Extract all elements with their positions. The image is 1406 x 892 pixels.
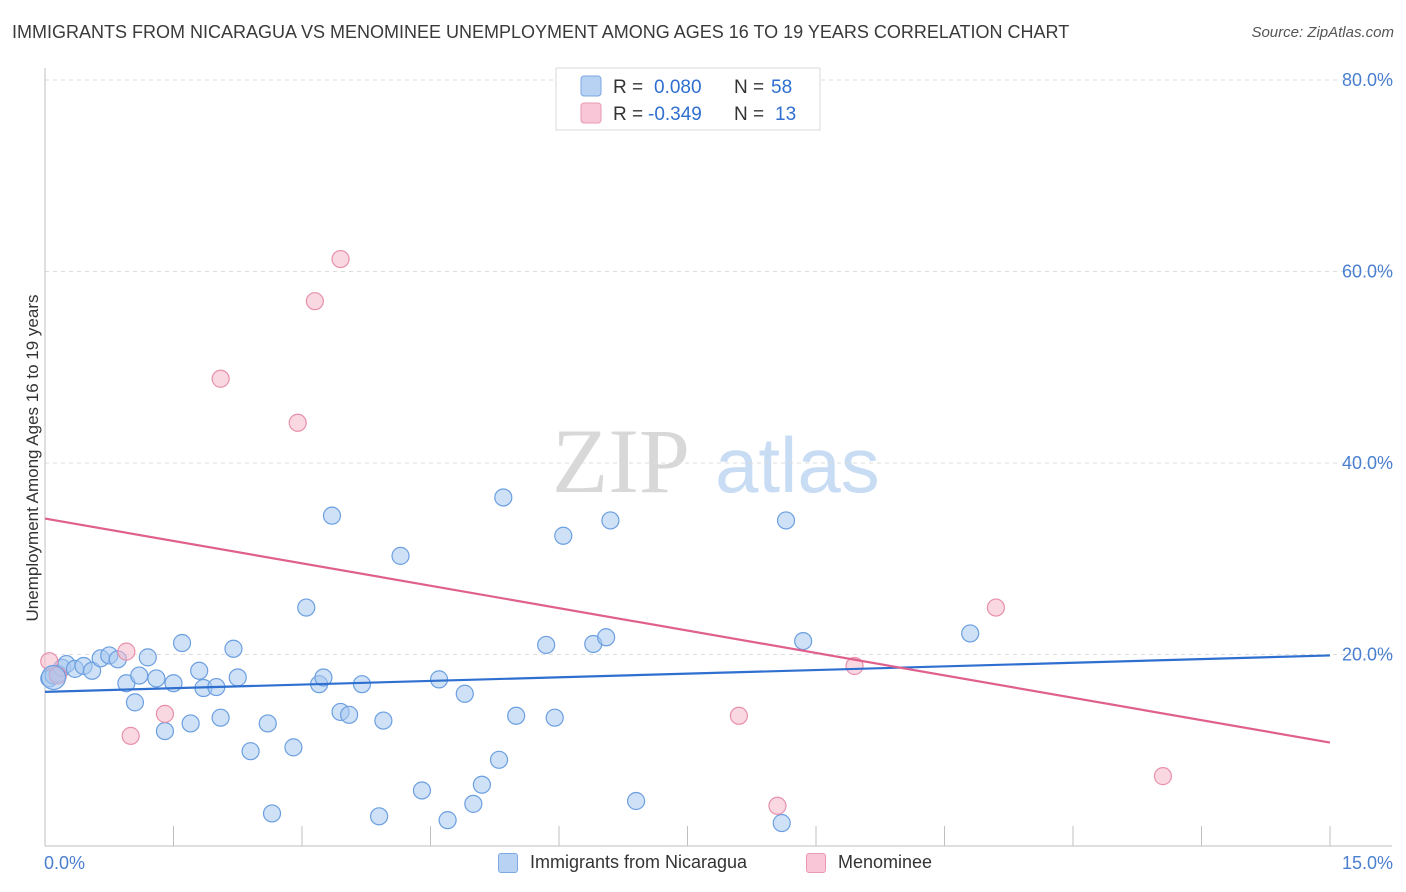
- point-nicaragua: [83, 661, 102, 680]
- point-nicaragua: [155, 721, 175, 741]
- point-nicaragua: [489, 750, 509, 769]
- point-nicaragua: [224, 639, 243, 658]
- point-nicaragua: [794, 631, 813, 651]
- watermark-atlas: atlas: [715, 421, 880, 509]
- point-nicaragua: [772, 813, 791, 833]
- point-nicaragua: [626, 791, 646, 811]
- point-menominee: [729, 706, 749, 725]
- point-nicaragua: [429, 670, 449, 689]
- point-menominee: [155, 704, 175, 723]
- point-nicaragua: [537, 635, 556, 655]
- point-nicaragua: [601, 511, 620, 530]
- point-nicaragua: [228, 668, 247, 687]
- point-menominee: [288, 413, 307, 432]
- trend-line-menominee: [44, 517, 1331, 744]
- legend-r-value-1: 0.080: [654, 77, 702, 98]
- source-label: Source: ZipAtlas.com: [1251, 24, 1394, 41]
- point-nicaragua: [370, 807, 389, 826]
- bottom-legend-label-menominee: Menominee: [838, 852, 933, 872]
- point-nicaragua: [284, 738, 303, 757]
- point-menominee: [121, 726, 140, 745]
- point-menominee: [331, 249, 350, 269]
- point-nicaragua: [507, 706, 526, 725]
- gridlines: [45, 79, 1392, 655]
- point-nicaragua: [314, 668, 333, 687]
- point-nicaragua: [554, 526, 573, 545]
- legend-n-label-2: N =: [734, 104, 764, 125]
- watermark-zip: ZIP: [552, 410, 690, 512]
- point-nicaragua: [464, 794, 483, 813]
- legend-swatch-menominee: [580, 102, 602, 124]
- data-points: [40, 249, 1173, 833]
- y-tick-label: 40.0%: [1342, 453, 1393, 473]
- x-tick-label: 0.0%: [44, 853, 85, 873]
- point-menominee: [211, 369, 230, 388]
- point-nicaragua: [130, 666, 149, 685]
- y-axis-label: Unemployment Among Ages 16 to 19 years: [23, 295, 42, 622]
- chart-title: IMMIGRANTS FROM NICARAGUA VS MENOMINEE U…: [12, 22, 1070, 42]
- x-tick-label: 15.0%: [1342, 853, 1393, 873]
- point-menominee: [845, 656, 864, 676]
- watermark: ZIP atlas: [552, 410, 880, 512]
- point-menominee: [305, 292, 324, 311]
- point-nicaragua: [412, 781, 432, 800]
- point-nicaragua: [494, 488, 513, 507]
- point-nicaragua: [322, 506, 342, 525]
- point-nicaragua: [147, 669, 166, 688]
- point-nicaragua: [776, 511, 796, 530]
- axes: [44, 68, 1392, 847]
- legend-r-value-2: -0.349: [648, 104, 702, 125]
- legend-r-label-1: R =: [613, 77, 643, 98]
- bottom-legend-label-nicaragua: Immigrants from Nicaragua: [530, 852, 748, 872]
- point-nicaragua: [545, 708, 564, 727]
- point-nicaragua: [438, 811, 457, 830]
- point-nicaragua: [340, 705, 359, 724]
- legend-n-value-1: 58: [771, 77, 792, 98]
- legend-r-label-2: R =: [613, 104, 643, 125]
- y-tick-label: 80.0%: [1342, 70, 1393, 90]
- bottom-legend-nicaragua: Immigrants from Nicaragua: [498, 852, 747, 873]
- point-nicaragua-cluster: [40, 664, 67, 691]
- point-nicaragua: [455, 684, 474, 703]
- legend-n-value-2: 13: [775, 104, 796, 125]
- point-menominee: [986, 598, 1006, 617]
- legend-n-label-1: N =: [734, 77, 764, 98]
- point-nicaragua: [961, 624, 980, 643]
- trend-lines: [44, 517, 1331, 744]
- x-tick-labels: 0.0% 15.0%: [44, 853, 1393, 873]
- point-nicaragua: [262, 804, 282, 823]
- bottom-legend-menominee: Menominee: [806, 852, 932, 873]
- point-nicaragua: [181, 714, 200, 733]
- trend-line-nicaragua: [44, 654, 1331, 693]
- point-nicaragua: [138, 648, 157, 667]
- point-nicaragua: [211, 708, 230, 727]
- point-nicaragua: [391, 546, 410, 565]
- point-menominee: [1153, 767, 1173, 786]
- legend-swatch-nicaragua: [580, 75, 602, 97]
- point-nicaragua: [125, 693, 145, 712]
- y-tick-label: 20.0%: [1342, 645, 1393, 665]
- point-nicaragua: [258, 714, 277, 733]
- bottom-legend-swatch-nicaragua: [498, 852, 518, 873]
- y-tick-labels: 20.0% 40.0% 60.0% 80.0%: [1342, 70, 1393, 665]
- point-menominee: [117, 642, 136, 661]
- bottom-legend-swatch-menominee: [806, 852, 826, 873]
- point-nicaragua: [597, 628, 616, 647]
- point-nicaragua: [374, 711, 393, 730]
- y-tick-label: 60.0%: [1342, 262, 1393, 282]
- point-nicaragua: [241, 742, 260, 761]
- legend: R = 0.080 N = 58 R = -0.349 N = 13: [555, 67, 821, 131]
- point-nicaragua: [190, 661, 209, 680]
- point-nicaragua: [297, 598, 316, 617]
- point-nicaragua: [172, 633, 192, 653]
- point-menominee: [768, 796, 787, 815]
- point-nicaragua: [472, 775, 491, 794]
- point-nicaragua: [352, 675, 372, 694]
